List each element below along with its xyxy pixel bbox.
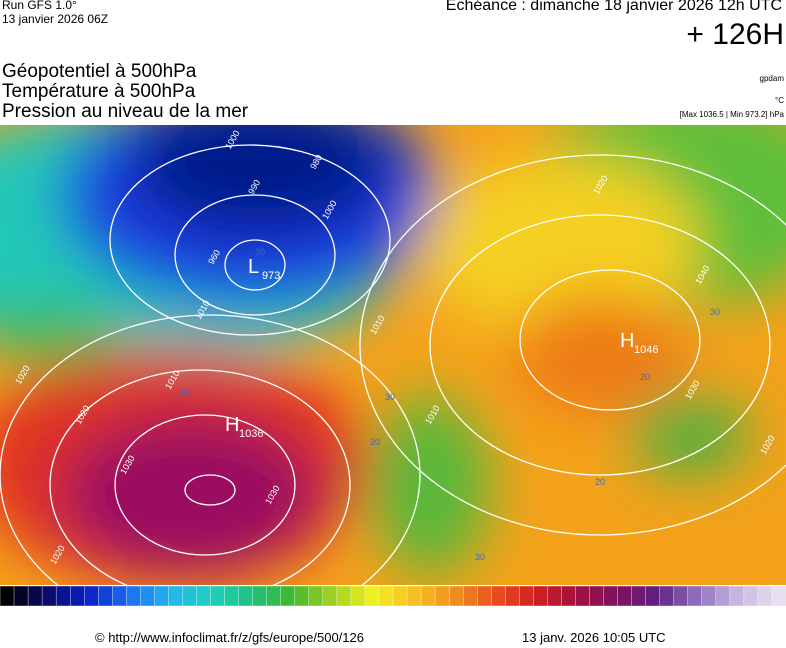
colorbar-swatch bbox=[322, 585, 338, 607]
colorbar-swatch bbox=[589, 585, 605, 607]
center-value: 1046 bbox=[634, 344, 658, 356]
center-letter: L bbox=[248, 256, 259, 278]
lead-time: + 126H bbox=[686, 18, 784, 51]
colorbar-swatch bbox=[406, 585, 422, 607]
colorbar-tick-label: 564 bbox=[480, 612, 502, 615]
colorbar-swatch bbox=[448, 585, 464, 607]
colorbar-swatch bbox=[266, 585, 282, 607]
colorbar-swatch bbox=[617, 585, 633, 607]
colorbar-swatch bbox=[154, 585, 170, 607]
colorbar-tick-label: 540 bbox=[312, 612, 334, 615]
colorbar-swatch bbox=[477, 585, 492, 607]
colorbar-swatch bbox=[505, 585, 521, 607]
footer-date: 13 janv. 2026 10:05 UTC bbox=[522, 630, 666, 645]
colorbar-swatch bbox=[140, 585, 156, 607]
colorbar-swatch bbox=[224, 585, 240, 607]
colorbar-swatch bbox=[561, 585, 577, 607]
colorbar-swatch bbox=[603, 585, 619, 607]
map: 500 508 516 524 532 540 548 556 564 572 580 588 596 6… bbox=[0, 125, 786, 615]
colorbar-swatch bbox=[280, 585, 296, 607]
colorbar-swatch bbox=[350, 585, 366, 607]
temperature-label: 20 bbox=[370, 437, 380, 447]
colorbar-swatch bbox=[238, 585, 254, 607]
colorbar-tick-label: 508 bbox=[88, 612, 110, 615]
colorbar-swatch bbox=[729, 585, 745, 607]
colorbar-swatch bbox=[55, 585, 71, 607]
colorbar-swatch bbox=[336, 585, 352, 607]
temperature-label: 30 bbox=[710, 307, 720, 317]
colorbar-swatch bbox=[491, 585, 506, 607]
unit: gpdam bbox=[759, 74, 784, 83]
center-value: 1036 bbox=[239, 428, 263, 440]
colorbar-tick-label: 580 bbox=[591, 612, 613, 615]
colorbar-swatch bbox=[210, 585, 226, 607]
field: Température à 500hPa bbox=[2, 81, 196, 102]
colorbar-swatch bbox=[294, 585, 310, 607]
colorbar-swatch bbox=[364, 585, 380, 607]
colorbar-swatch bbox=[575, 585, 591, 607]
temperature-label: 30 bbox=[475, 552, 485, 562]
colorbar-swatch bbox=[533, 585, 549, 607]
colorbar-swatch bbox=[743, 585, 759, 607]
colorbar-swatch bbox=[462, 585, 478, 607]
colorbar-swatch bbox=[659, 585, 675, 607]
field: Géopotentiel à 500hPa bbox=[2, 61, 197, 82]
echeance: Echéance : dimanche 18 janvier 2026 12h … bbox=[445, 0, 782, 14]
colorbar-tick-label: 524 bbox=[200, 612, 222, 615]
colorbar-swatch bbox=[519, 585, 535, 607]
field: Pression au niveau de la mer bbox=[2, 101, 249, 122]
colorbar-swatch bbox=[27, 585, 43, 607]
colorbar-swatch bbox=[645, 585, 661, 607]
colorbar-tick-label: 516 bbox=[144, 612, 166, 615]
colorbar-swatch bbox=[182, 585, 198, 607]
colorbar-swatch bbox=[308, 585, 324, 607]
colorbar-swatch bbox=[771, 585, 786, 607]
unit: [Max 1036.5 | Min 973.2] hPa bbox=[679, 110, 784, 119]
colorbar-swatch bbox=[673, 585, 689, 607]
colorbar-swatch bbox=[196, 585, 212, 607]
colorbar-swatch bbox=[98, 585, 113, 607]
colorbar-swatch bbox=[420, 585, 436, 607]
colorbar-swatch bbox=[757, 585, 773, 607]
temperature-label: 20 bbox=[595, 477, 605, 487]
colorbar-swatch bbox=[69, 585, 85, 607]
colorbar-swatch bbox=[126, 585, 142, 607]
colorbar-swatch bbox=[434, 585, 450, 607]
colorbar-tick-label: 604 bbox=[759, 612, 781, 615]
colorbar-tick-label: 532 bbox=[256, 612, 278, 615]
colorbar-tick-label: 500 bbox=[32, 612, 54, 615]
colorbar-tick-label: 556 bbox=[424, 612, 446, 615]
colorbar-swatch bbox=[687, 585, 703, 607]
colorbar-swatch bbox=[392, 585, 408, 607]
colorbar-swatch bbox=[631, 585, 647, 607]
colorbar-tick-label: 548 bbox=[368, 612, 390, 615]
colorbar-tick-label: 572 bbox=[535, 612, 557, 615]
center-value: 973 bbox=[262, 270, 280, 282]
colorbar-swatch bbox=[252, 585, 268, 607]
colorbar-swatch bbox=[41, 585, 57, 607]
colorbar-swatch bbox=[0, 585, 15, 607]
center-letter: H bbox=[620, 330, 634, 352]
run: Run GFS 1.0° bbox=[2, 0, 77, 12]
colorbar-swatch bbox=[378, 585, 394, 607]
colorbar-swatch bbox=[168, 585, 184, 607]
colorbar-swatch bbox=[13, 585, 29, 607]
temperature-label: 20 bbox=[180, 387, 190, 397]
center-letter: H bbox=[225, 414, 239, 436]
temperature-label: 20 bbox=[640, 372, 650, 382]
unit: °C bbox=[775, 96, 784, 105]
temperature-label: 30 bbox=[255, 247, 265, 257]
colorbar-swatch bbox=[84, 585, 99, 607]
run-date: 13 janvier 2026 06Z bbox=[2, 12, 109, 26]
source-url: © http://www.infoclimat.fr/z/gfs/europe/… bbox=[95, 630, 364, 645]
colorbar-swatch bbox=[547, 585, 563, 607]
colorbar-swatch bbox=[701, 585, 717, 607]
colorbar-swatch bbox=[112, 585, 128, 607]
temperature-label: 30 bbox=[385, 392, 395, 402]
colorbar-swatch bbox=[715, 585, 731, 607]
colorbar-tick-label: 588 bbox=[647, 612, 669, 615]
colorbar-tick-label: 596 bbox=[703, 612, 725, 615]
